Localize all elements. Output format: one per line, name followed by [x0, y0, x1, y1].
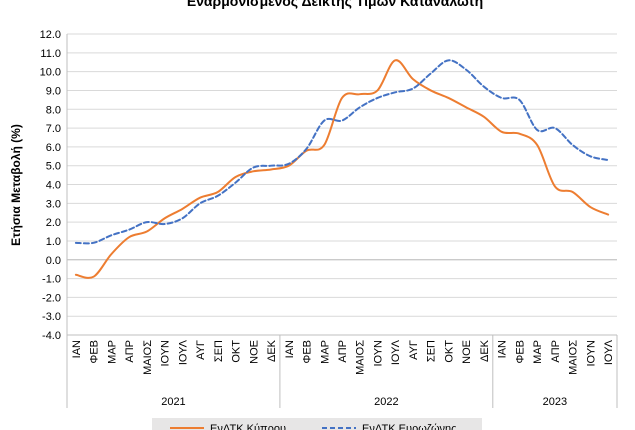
x-tick-label: ΜΑΙΟΣ	[142, 340, 154, 375]
y-tick-label: 2.0	[46, 217, 61, 229]
y-tick-label: 8.0	[46, 104, 61, 116]
series-layer	[74, 59, 610, 279]
y-tick-label: 1.0	[46, 236, 61, 248]
y-tick-label: -2.0	[42, 292, 61, 304]
x-tick-label: ΑΠΡ	[550, 340, 562, 363]
y-tick-label: 5.0	[46, 161, 61, 173]
x-tick-label: ΜΑΙΟΣ	[355, 340, 367, 375]
x-tick-label: ΑΥΓ	[408, 340, 420, 360]
x-tick-label: ΟΚΤ	[231, 340, 243, 363]
series-line-2	[74, 59, 610, 245]
x-tick-label: ΜΑΡ	[532, 340, 544, 364]
x-tick-label: ΔΕΚ	[266, 339, 278, 362]
y-tick-label: -4.0	[42, 330, 61, 342]
x-tick-label: ΜΑΡ	[319, 340, 331, 364]
series-line-1	[74, 59, 610, 279]
x-tick-label: ΣΕΠ	[213, 340, 225, 362]
y-tick-label: -3.0	[42, 311, 61, 323]
y-tick-label: 0.0	[46, 255, 61, 267]
y-tick-label: 10.0	[40, 67, 61, 79]
x-tick-label: ΣΕΠ	[426, 340, 438, 362]
x-tick-label: ΑΠΡ	[337, 340, 349, 363]
x-tick-label: ΦΕΒ	[514, 340, 526, 363]
x-tick-label: ΜΑΙΟΣ	[568, 340, 580, 375]
x-tick-label: ΑΠΡ	[124, 340, 136, 363]
x-tick-label: ΙΟΥΝ	[372, 340, 384, 367]
x-tick-label: ΑΥΓ	[195, 340, 207, 360]
x-axis: ΙΑΝ ΦΕΒ ΜΑΡ ΑΠΡ ΜΑΙΟΣ ΙΟΥΝ ΙΟΥΛ ΑΥΓ ΣΕΠ ΟΚΤ ΝΟΕ ΔΕΚ…	[66, 259, 618, 408]
x-tick-label: ΙΑΝ	[71, 340, 83, 358]
y-tick-label: -1.0	[42, 274, 61, 286]
x-tick-label: ΙΟΥΝ	[585, 340, 597, 367]
x-tick-label: ΜΑΡ	[106, 340, 118, 364]
y-tick-label: 4.0	[46, 180, 61, 192]
legend-label: ΕνΔΤΚ Ευρωζώνης	[362, 423, 456, 430]
x-tick-label: ΙΟΥΛ	[390, 339, 402, 365]
y-tick-label: 3.0	[46, 198, 61, 210]
legend-box	[152, 418, 482, 430]
y-tick-label: 6.0	[46, 142, 61, 154]
legend-label: ΕνΔΤΚ Κύπρου	[210, 423, 286, 430]
x-tick-label: ΙΑΝ	[284, 340, 296, 358]
year-label: 2023	[543, 396, 567, 408]
x-tick-label: ΝΟΕ	[248, 340, 260, 364]
x-tick-label: ΙΟΥΛ	[603, 339, 615, 365]
y-tick-label: 11.0	[40, 48, 61, 60]
y-tick-label: 7.0	[46, 123, 61, 135]
x-tick-label: ΔΕΚ	[479, 339, 491, 362]
y-axis-ticks: -4.0 -3.0 -2.0 -1.0 0.0 1.0 2.0 3.0 4.0 5.0 6.0 7.0…	[40, 29, 61, 342]
chart-title: Εναρμονισμένος Δείκτης Τιμών Καταναλωτή	[187, 0, 483, 9]
x-tick-label: ΙΟΥΛ	[177, 339, 189, 365]
year-label: 2021	[161, 396, 185, 408]
x-tick-label: ΙΑΝ	[497, 340, 509, 358]
y-tick-label: 9.0	[46, 85, 61, 97]
year-label: 2022	[374, 396, 398, 408]
x-tick-label: ΙΟΥΝ	[160, 340, 172, 367]
x-tick-label: ΦΕΒ	[302, 340, 314, 363]
x-tick-label: ΝΟΕ	[461, 340, 473, 364]
x-tick-label: ΦΕΒ	[89, 340, 101, 363]
y-axis-label: Ετήσια Μεταβολή (%)	[9, 124, 23, 246]
x-tick-label: ΟΚΤ	[443, 340, 455, 363]
legend: ΕνΔΤΚ Κύπρου ΕνΔΤΚ Ευρωζώνης	[152, 418, 482, 430]
y-tick-label: 12.0	[40, 29, 61, 41]
